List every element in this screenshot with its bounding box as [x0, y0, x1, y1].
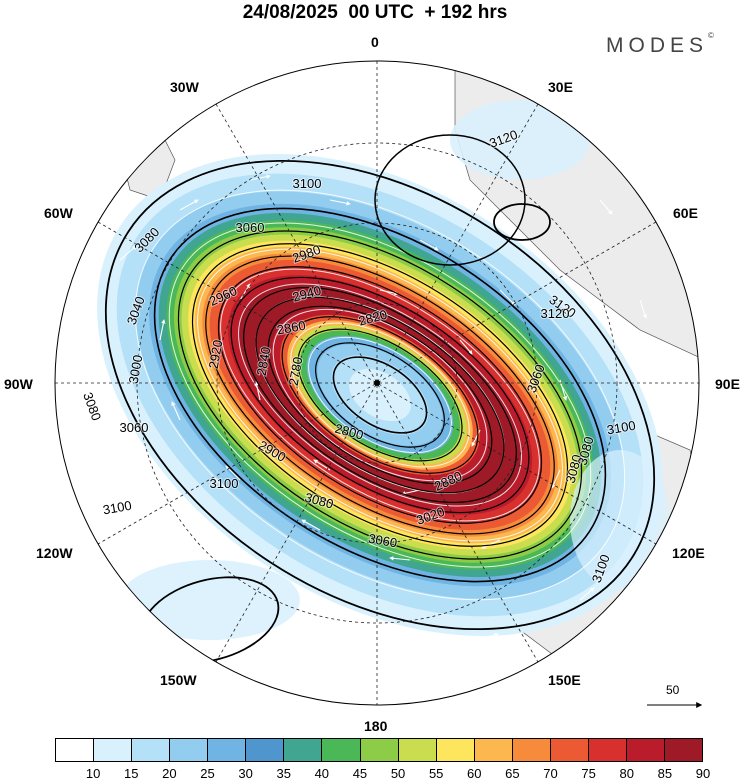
map-disc: [55, 61, 699, 705]
legend-swatch: [588, 739, 627, 761]
legend-tick-label: 10: [85, 766, 101, 781]
legend-tick-label: 15: [124, 766, 139, 781]
legend-tick-label: 25: [200, 766, 215, 781]
legend-tick-label: 65: [505, 766, 520, 781]
legend-tick-label: 90: [695, 766, 711, 781]
legend-swatch: [436, 739, 475, 761]
legend-tick-label: 45: [352, 766, 368, 781]
legend-swatch: [208, 739, 247, 761]
vector-scale-arrow: [647, 702, 703, 708]
legend-tick-label: 85: [657, 766, 673, 781]
contour-label: 3100: [102, 498, 133, 518]
legend-tick-label: 30: [238, 766, 253, 781]
copyright-mark: ©: [708, 31, 714, 40]
color-legend: [55, 738, 703, 762]
lon-label-150e: 150E: [548, 672, 581, 688]
contour-label: 3100: [606, 418, 637, 438]
legend-swatch: [512, 739, 551, 761]
contour-label: 2780: [286, 356, 306, 387]
legend-tick-label: 70: [543, 766, 558, 781]
lon-label-30e: 30E: [548, 79, 573, 95]
contour-label: 3120: [541, 306, 570, 321]
lon-label-90e: 90E: [715, 376, 740, 392]
legend-tick-label: 35: [276, 766, 291, 781]
legend-tick-label: 40: [314, 766, 330, 781]
legend-tick-label: 80: [619, 766, 634, 781]
contour-label: 3060: [236, 220, 265, 235]
lon-label-90w: 90W: [4, 376, 33, 392]
legend-swatch: [550, 739, 589, 761]
lon-label-60e: 60E: [673, 205, 698, 221]
lon-label-120e: 120E: [672, 545, 705, 561]
chart-title: 24/08/2025 00 UTC + 192 hrs: [242, 2, 508, 23]
contour-label: 3100: [210, 476, 239, 491]
legend-swatch: [360, 739, 399, 761]
contour-label: 2920: [206, 339, 226, 370]
vector-scale-label: 50: [666, 683, 680, 697]
legend-swatch: [322, 739, 361, 761]
wind-vectors: [109, 109, 647, 641]
logo-text: MODES: [606, 34, 709, 57]
legend-tick-label: 20: [162, 766, 177, 781]
polar-map: 3120312031203100310031003100310030803080…: [54, 60, 700, 706]
lon-label-30w: 30W: [170, 79, 199, 95]
legend-tick-label: 55: [428, 766, 444, 781]
legend-swatch: [284, 739, 323, 761]
legend-swatch: [665, 739, 703, 761]
legend-swatch: [56, 739, 95, 761]
lon-label-60w: 60W: [44, 205, 73, 221]
legend-swatch: [94, 739, 133, 761]
legend-swatch: [626, 739, 665, 761]
legend-tick-label: 60: [467, 766, 482, 781]
contour-label: 3060: [120, 420, 149, 435]
contour-label: 3000: [126, 354, 146, 385]
legend-tick-label: 50: [390, 766, 406, 781]
legend-swatch: [398, 739, 437, 761]
contour-label: 2860: [276, 318, 307, 338]
lon-label-150w: 150W: [160, 672, 197, 688]
legend-swatch: [132, 739, 171, 761]
lon-label-180: 180: [364, 718, 388, 734]
south-pole-marker: [374, 380, 380, 386]
height-contours: [104, 159, 656, 631]
legend-tick-label: 75: [581, 766, 596, 781]
legend-swatch: [474, 739, 513, 761]
contour-label: 2840: [254, 346, 274, 377]
color-legend-ticks: 10 15 20 25 30 35 40 45 50 55 60 65 70 75 80 85 90: [55, 766, 710, 782]
contour-label: 3060: [367, 531, 398, 551]
legend-swatch: [246, 739, 285, 761]
outer-wind-patches: [120, 100, 670, 640]
legend-swatch: [170, 739, 209, 761]
map-border: [54, 60, 700, 706]
modes-logo: MODES©: [606, 31, 714, 58]
lon-label-120w: 120W: [36, 545, 73, 561]
graticule: [55, 61, 699, 705]
contour-label: 3100: [293, 176, 322, 191]
lon-label-0: 0: [371, 34, 379, 50]
